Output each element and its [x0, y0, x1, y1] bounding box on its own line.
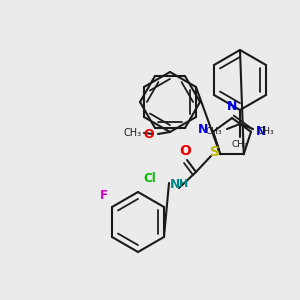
Text: Cl: Cl	[143, 172, 156, 185]
Text: CH₃: CH₃	[232, 140, 248, 149]
Text: S: S	[210, 145, 220, 159]
Text: O: O	[179, 144, 191, 158]
Text: F: F	[100, 189, 108, 202]
Text: O: O	[143, 128, 154, 140]
Text: N: N	[198, 123, 208, 136]
Text: N: N	[227, 100, 237, 113]
Text: H: H	[179, 179, 189, 189]
Text: N: N	[256, 125, 266, 138]
Text: CH₃: CH₃	[258, 128, 274, 136]
Text: CH₃: CH₃	[124, 128, 142, 138]
Text: N: N	[170, 178, 180, 191]
Text: CH₃: CH₃	[206, 128, 222, 136]
